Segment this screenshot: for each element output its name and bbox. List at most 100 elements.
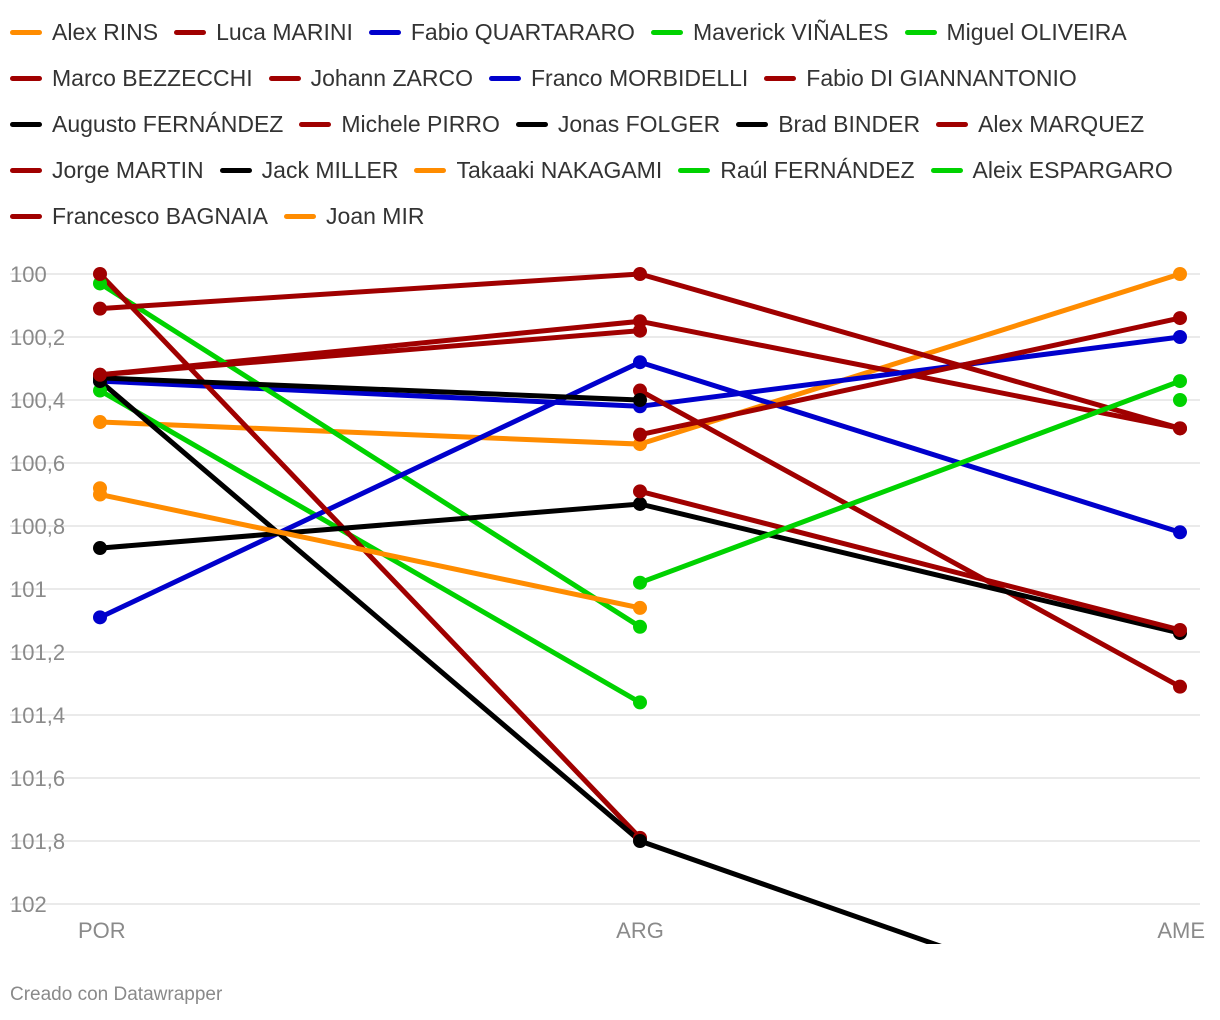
legend-label: Franco MORBIDELLI <box>531 64 749 91</box>
series-line-raul-fernandez <box>637 378 1183 586</box>
legend-swatch <box>10 29 42 35</box>
data-point-alex-rins <box>1173 267 1187 281</box>
y-axis: 100 100,2 100,4 100,6 100,8 101 101,2 101,4 101,… <box>10 262 65 917</box>
legend-item-joan-mir: Joan MIR <box>284 198 424 234</box>
legend-swatch <box>10 75 42 81</box>
legend-swatch <box>268 75 301 81</box>
legend-label: Francesco BAGNAIA <box>52 202 269 229</box>
legend-item-raul-fernandez: Raúl FERNÁNDEZ <box>678 152 915 188</box>
data-point-alex-marquez <box>633 427 647 442</box>
y-tick-label: 100,4 <box>10 388 65 413</box>
legend-item-jonas-folger: Jonas FOLGER <box>515 106 721 142</box>
legend-label: Fabio DI GIANNANTONIO <box>806 64 1077 91</box>
y-tick-label: 100,2 <box>10 325 65 350</box>
legend-label: Aleix ESPARGARO <box>972 156 1173 183</box>
data-point-miguel-oliveira <box>633 619 647 634</box>
legend-item-aleix-espargaro: Aleix ESPARGARO <box>930 152 1173 188</box>
y-tick-label: 101,6 <box>10 766 65 791</box>
legend-label: Jorge MARTIN <box>52 156 204 183</box>
series-line-maverick-vinales <box>97 388 643 705</box>
legend-swatch <box>764 75 797 81</box>
y-tick-label: 101,2 <box>10 640 65 665</box>
data-point-jonas-folger <box>633 834 647 848</box>
series-points <box>93 267 1187 848</box>
legend-item-miguel-oliveira: Miguel OLIVEIRA <box>904 14 1127 50</box>
data-point-takaaki-nakagami <box>633 600 647 615</box>
legend-item-franco-morbidelli: Franco MORBIDELLI <box>489 60 748 96</box>
y-tick-label: 100,6 <box>10 451 65 476</box>
legend-swatch <box>10 213 42 219</box>
legend-item-marco-bezzecchi: Marco BEZZECCHI <box>10 60 253 96</box>
data-point-augusto-fernandez <box>633 496 647 511</box>
legend-label: Marco BEZZECCHI <box>52 64 253 91</box>
legend-item-michele-pirro: Michele PIRRO <box>299 106 500 142</box>
legend-swatch <box>10 167 42 173</box>
x-axis: POR ARG AME <box>78 918 1205 943</box>
legend-label: Michele PIRRO <box>341 110 500 137</box>
data-point-maverick-vinales <box>633 695 647 710</box>
data-point-aleix-espargaro <box>1173 393 1187 407</box>
legend-label: Joan MIR <box>326 202 425 229</box>
legend-swatch <box>515 121 548 127</box>
legend-label: Alex RINS <box>52 18 159 45</box>
data-point-michele-pirro <box>633 484 647 499</box>
data-point-jorge-martin <box>633 323 647 338</box>
y-tick-label: 100 <box>10 262 47 287</box>
x-tick-label: POR <box>78 918 126 943</box>
series-line-alex-marquez <box>637 315 1183 438</box>
data-point-marco-bezzecchi <box>1173 679 1187 694</box>
legend-label: Fabio QUARTARARO <box>410 18 635 45</box>
series-line-michele-pirro <box>637 488 1183 633</box>
legend-swatch <box>299 121 332 127</box>
data-point-franco-morbidelli <box>633 355 647 370</box>
series-line-jorge-martin <box>97 328 643 378</box>
series-line-fabio-di-giannantonio <box>97 271 643 841</box>
legend-item-jorge-martin: Jorge MARTIN <box>10 152 204 188</box>
legend-item-luca-marini: Luca MARINI <box>174 14 353 50</box>
legend-item-alex-rins: Alex RINS <box>10 14 158 50</box>
legend-item-johann-zarco: Johann ZARCO <box>268 60 473 96</box>
data-point-fabio-di-giannantonio <box>93 267 107 281</box>
legend-swatch <box>414 167 447 173</box>
legend-swatch <box>930 167 963 173</box>
data-point-michele-pirro <box>1173 622 1187 637</box>
y-tick-label: 101,8 <box>10 829 65 854</box>
data-point-johann-zarco <box>633 267 647 281</box>
data-point-fabio-quartararo <box>1173 330 1187 344</box>
y-tick-label: 100,8 <box>10 514 65 539</box>
data-point-raul-fernandez <box>1173 374 1187 389</box>
y-tick-label: 102 <box>10 892 47 917</box>
legend-swatch <box>10 121 42 127</box>
x-tick-label: ARG <box>616 918 664 943</box>
y-tick-label: 101 <box>10 577 47 602</box>
legend-label: Jonas FOLGER <box>557 110 721 137</box>
legend-label: Johann ZARCO <box>310 64 473 91</box>
legend-label: Augusto FERNÁNDEZ <box>52 110 284 137</box>
chart-legend: Alex RINS Luca MARINI Fabio QUARTARARO Mave… <box>10 14 1210 234</box>
series-line-miguel-oliveira <box>97 281 643 630</box>
data-point-johann-zarco <box>1173 421 1187 436</box>
data-point-alex-rins <box>93 415 107 430</box>
legend-swatch <box>904 29 937 35</box>
legend-label: Raúl FERNÁNDEZ <box>720 156 915 183</box>
legend-swatch <box>219 167 252 173</box>
legend-label: Maverick VIÑALES <box>692 18 889 45</box>
x-tick-label: AME <box>1157 918 1205 943</box>
legend-swatch <box>678 167 711 173</box>
data-point-raul-fernandez <box>633 575 647 590</box>
legend-label: Luca MARINI <box>216 18 353 45</box>
legend-swatch <box>368 29 401 35</box>
legend-item-jack-miller: Jack MILLER <box>219 152 398 188</box>
legend-item-augusto-fernandez: Augusto FERNÁNDEZ <box>10 106 283 142</box>
legend-swatch <box>650 29 683 35</box>
legend-item-francesco-bagnaia: Francesco BAGNAIA <box>10 198 268 234</box>
legend-item-fabio-di-giannantonio: Fabio DI GIANNANTONIO <box>764 60 1077 96</box>
legend-swatch <box>284 213 317 219</box>
data-point-franco-morbidelli <box>1173 525 1187 540</box>
legend-item-alex-marquez: Alex MARQUEZ <box>936 106 1144 142</box>
legend-label: Alex MARQUEZ <box>978 110 1145 137</box>
legend-item-fabio-quartararo: Fabio QUARTARARO <box>368 14 635 50</box>
legend-swatch <box>174 29 207 35</box>
data-point-augusto-fernandez <box>93 541 107 556</box>
